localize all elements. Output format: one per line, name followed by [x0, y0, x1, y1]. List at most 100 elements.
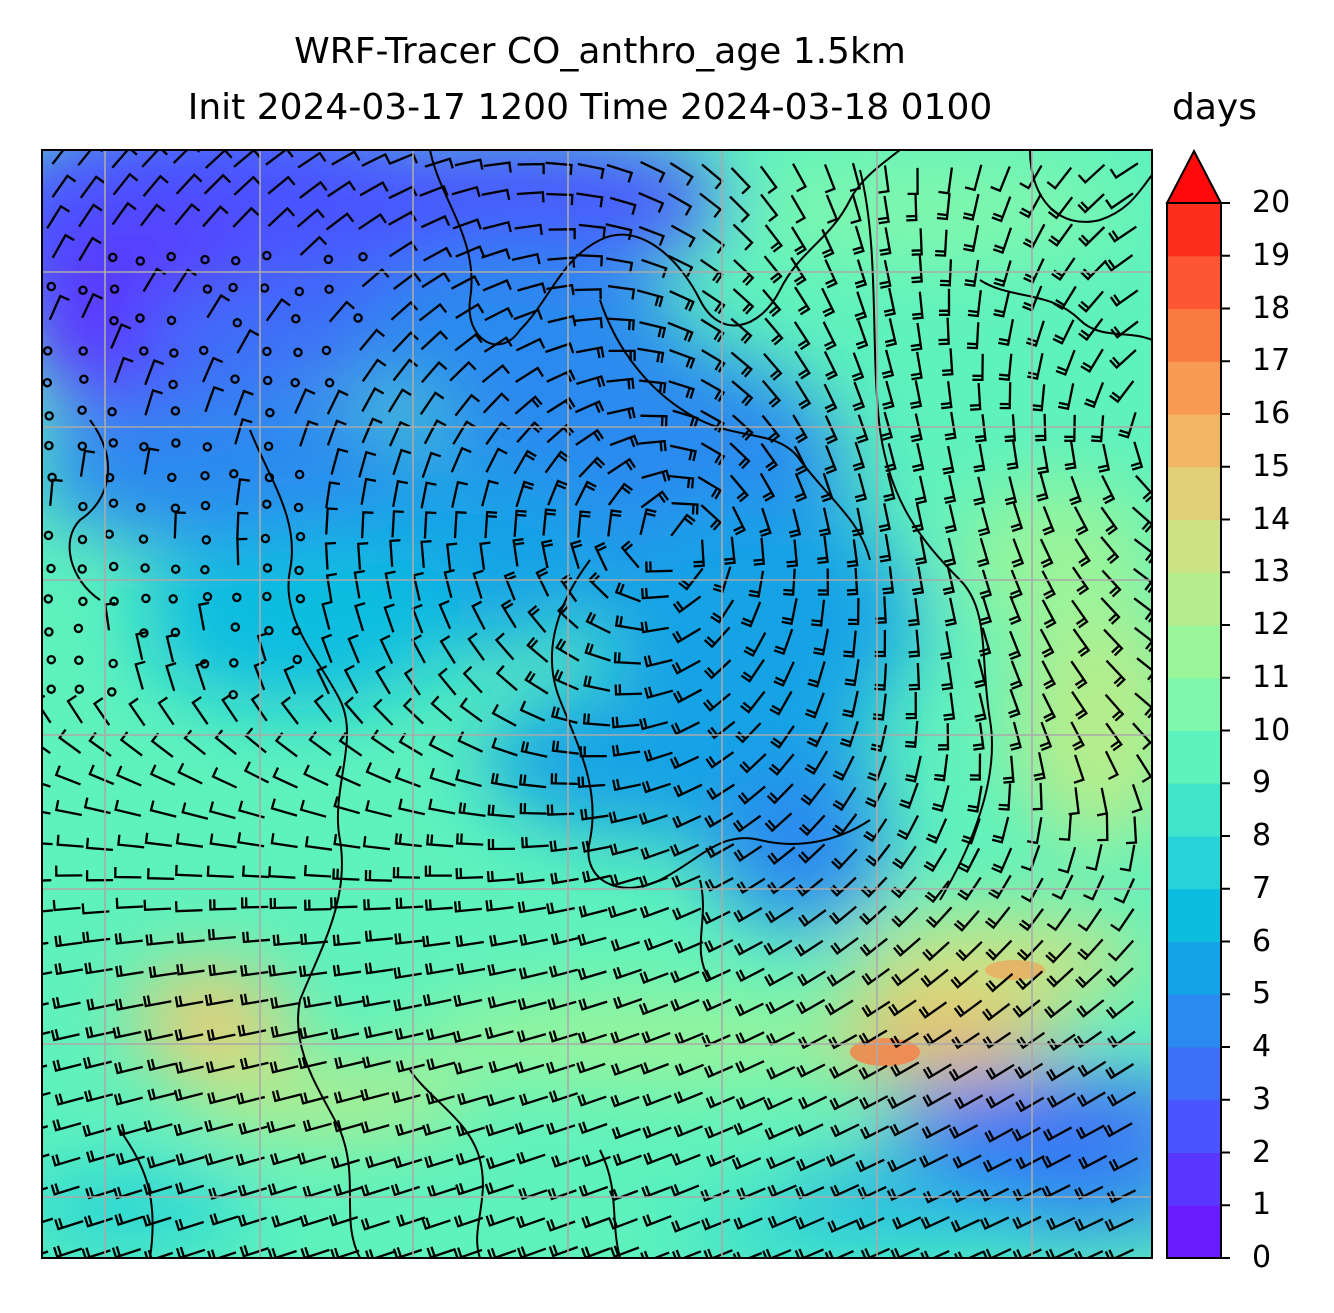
wind-barb: [852, 441, 866, 472]
wind-barb: [729, 442, 751, 470]
calm-wind-circle: [259, 283, 270, 293]
wind-barb: [1077, 1060, 1107, 1078]
wind-barb: [451, 480, 468, 508]
wind-barb: [730, 317, 753, 344]
wind-barb: [452, 420, 476, 445]
wind-barb: [78, 236, 102, 262]
wind-barb: [363, 1026, 393, 1039]
wind-barb: [640, 1250, 670, 1258]
calm-wind-circle: [77, 564, 87, 574]
wind-barb: [761, 414, 781, 444]
wind-barb: [206, 1029, 236, 1042]
wind-barb: [144, 832, 172, 848]
wind-barb: [343, 696, 364, 725]
calm-wind-circle: [294, 286, 305, 297]
wind-barb: [865, 843, 891, 867]
wind-barb: [79, 449, 95, 477]
wind-barb: [484, 1182, 515, 1195]
wind-barb: [939, 259, 953, 287]
wind-barb: [521, 836, 549, 849]
wind-barb: [700, 378, 726, 402]
wind-barb: [358, 213, 387, 230]
wind-barb: [518, 1093, 549, 1106]
wind-barb: [52, 1059, 82, 1072]
wind-barb: [829, 1096, 859, 1111]
wind-barb: [392, 331, 419, 353]
wind-barb: [724, 536, 736, 565]
wind-barb: [639, 321, 667, 339]
colorbar-segment: [1167, 625, 1221, 679]
wind-barb: [582, 713, 611, 727]
wind-barb: [113, 356, 134, 383]
wind-barb: [384, 570, 396, 600]
wind-barb: [1077, 163, 1106, 184]
wind-barb: [57, 728, 82, 755]
calm-wind-circle: [229, 469, 239, 479]
wind-barb: [50, 1029, 80, 1042]
wind-barb: [606, 406, 636, 419]
wind-barb: [428, 735, 454, 758]
wind-barb: [333, 1183, 363, 1197]
wind-barb: [765, 1156, 796, 1170]
wind-barb: [730, 167, 752, 195]
wind-barb: [330, 1247, 360, 1258]
wind-barb: [823, 350, 838, 381]
calm-wind-circle: [202, 284, 213, 294]
colorbar-tick-label: 6: [1252, 923, 1272, 959]
calm-wind-circle: [44, 627, 54, 637]
wind-barb: [204, 1153, 234, 1166]
colorbar-segment: [1167, 255, 1221, 309]
wind-barb: [578, 1184, 609, 1198]
wind-barb: [426, 834, 454, 848]
wind-barb: [360, 477, 377, 505]
wind-barb: [270, 833, 298, 849]
wind-barb: [993, 260, 1012, 288]
wind-barb: [1100, 536, 1120, 565]
wind-barb: [861, 967, 890, 986]
wind-barb: [54, 799, 83, 817]
wind-barb: [395, 897, 424, 910]
wind-barb: [326, 389, 349, 415]
wind-barb: [1105, 722, 1123, 752]
wind-barb: [146, 1156, 176, 1169]
wind-barb: [574, 400, 605, 414]
wind-barb: [487, 804, 515, 818]
wind-barb: [55, 865, 83, 877]
wind-barb: [914, 475, 928, 505]
wind-barb: [911, 503, 924, 533]
wind-barb: [517, 282, 547, 294]
wind-barb: [759, 165, 778, 195]
wind-barb: [734, 1002, 764, 1017]
wind-barb: [671, 659, 701, 675]
wind-barb: [611, 716, 640, 729]
wind-barb: [237, 1214, 267, 1228]
wind-barb: [449, 360, 477, 382]
wind-barb: [542, 508, 557, 536]
wind-barb: [1073, 506, 1089, 536]
wind-barb: [580, 808, 609, 821]
calm-wind-circle: [167, 472, 177, 483]
wind-barb: [555, 638, 580, 662]
wind-barb: [891, 1216, 922, 1230]
wind-barb: [146, 1058, 176, 1072]
wind-barb: [1008, 630, 1022, 661]
wind-barb: [208, 801, 236, 820]
wind-barb: [174, 1028, 204, 1042]
wind-barb: [299, 180, 328, 199]
wind-barb: [1106, 1091, 1136, 1107]
wind-barb: [764, 317, 784, 346]
wind-barb: [922, 1063, 952, 1080]
wind-barb: [765, 999, 795, 1015]
wind-barb: [1045, 1248, 1075, 1258]
wind-barb: [172, 150, 201, 164]
wind-barb: [703, 659, 732, 680]
wind-barb: [1134, 692, 1152, 719]
wind-barb: [822, 321, 837, 351]
wind-barb: [548, 228, 576, 240]
calm-wind-circle: [201, 535, 212, 545]
wind-barb: [992, 227, 1013, 254]
wind-barb: [762, 289, 782, 317]
colorbar-segment: [1167, 994, 1221, 1048]
wind-barb: [1015, 1155, 1045, 1170]
wind-barb: [671, 907, 702, 921]
